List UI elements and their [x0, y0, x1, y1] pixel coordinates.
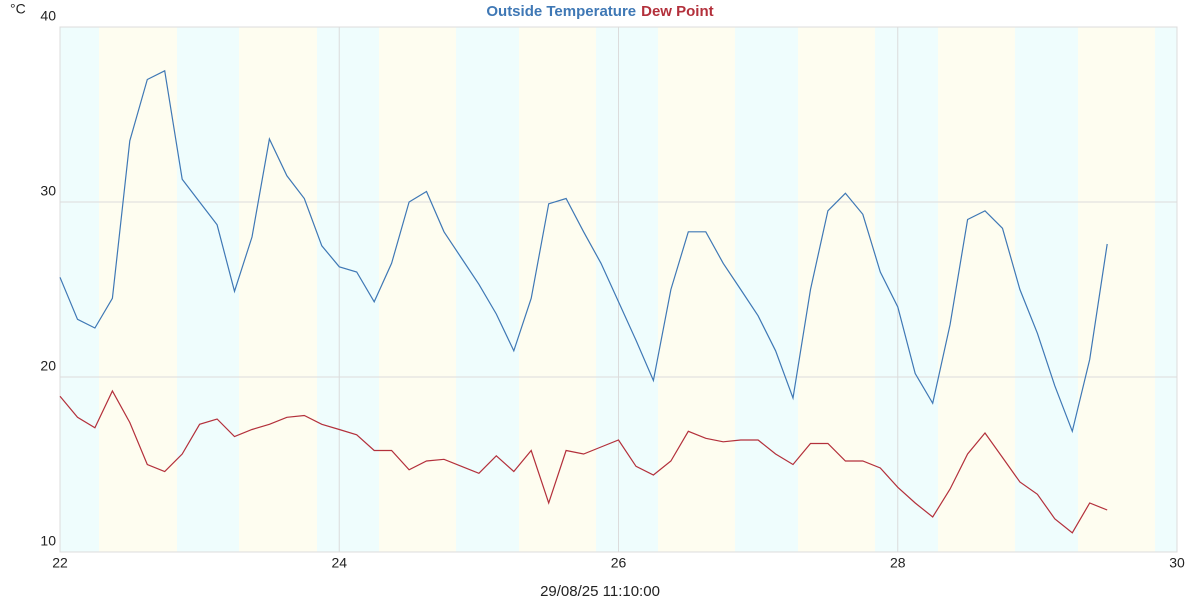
x-tick-label: 24 [331, 555, 347, 571]
y-tick-label: 40 [40, 8, 56, 24]
day-night-bands [60, 27, 1177, 552]
day-band [938, 27, 1015, 552]
series-line [59, 69, 1108, 434]
day-band [519, 27, 596, 552]
day-band [239, 27, 317, 552]
night-band [1155, 27, 1177, 552]
night-band [317, 27, 379, 552]
day-band [379, 27, 456, 552]
day-band [99, 27, 177, 552]
y-axis-label: °C [10, 1, 26, 17]
y-tick-label: 20 [40, 358, 56, 374]
series-line [59, 389, 1108, 534]
day-band [658, 27, 735, 552]
y-tick-label: 10 [40, 533, 56, 549]
x-tick-label: 30 [1169, 555, 1185, 571]
x-tick-label: 22 [52, 555, 68, 571]
night-band [60, 27, 99, 552]
legend-entry: Dew Point [641, 3, 714, 20]
day-band [1078, 27, 1155, 552]
x-tick-label: 26 [611, 555, 627, 571]
night-band [1015, 27, 1078, 552]
y-tick-label: 30 [40, 183, 56, 199]
x-tick-label: 28 [890, 555, 906, 571]
night-band [456, 27, 519, 552]
x-axis-label: 29/08/25 11:10:00 [540, 583, 660, 600]
night-band [735, 27, 798, 552]
night-band [596, 27, 658, 552]
day-band [798, 27, 875, 552]
night-band [875, 27, 938, 552]
legend-entry: Outside Temperature [486, 3, 636, 20]
night-band [177, 27, 239, 552]
